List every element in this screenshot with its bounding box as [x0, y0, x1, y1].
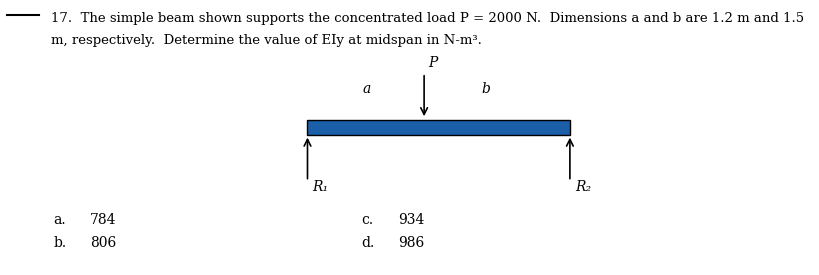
Text: 934: 934: [397, 213, 423, 227]
Text: 986: 986: [397, 236, 423, 250]
Text: d.: d.: [360, 236, 373, 250]
Text: b.: b.: [53, 236, 66, 250]
Text: R₁: R₁: [312, 180, 328, 194]
Text: R₂: R₂: [574, 180, 590, 194]
Text: b: b: [481, 82, 490, 96]
Text: 17.  The simple beam shown supports the concentrated load P = 2000 N.  Dimension: 17. The simple beam shown supports the c…: [51, 12, 803, 25]
Text: 806: 806: [90, 236, 116, 250]
Text: m, respectively.  Determine the value of EIy at midspan in N-m³.: m, respectively. Determine the value of …: [51, 34, 481, 47]
Text: c.: c.: [360, 213, 373, 227]
Text: 784: 784: [90, 213, 116, 227]
Text: P: P: [428, 56, 437, 70]
Text: a: a: [362, 82, 370, 96]
Text: a.: a.: [53, 213, 66, 227]
Bar: [307, 120, 569, 135]
